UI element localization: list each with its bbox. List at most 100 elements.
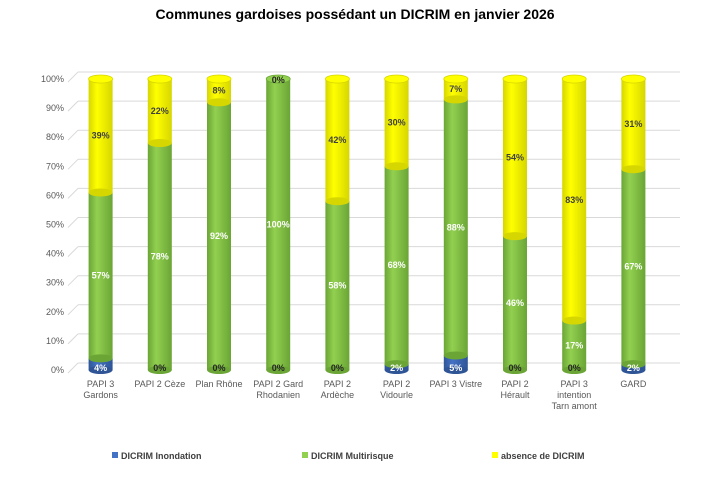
bar-segment-absence-de-dicrim	[443, 79, 468, 100]
data-label: 22%	[151, 106, 169, 116]
bar-segment-absence-de-dicrim	[562, 79, 587, 321]
data-label: 0%	[272, 75, 285, 85]
bar-top-cap	[88, 74, 113, 84]
y-tick-label: 10%	[46, 336, 64, 346]
category-label: PAPI 2	[324, 379, 351, 389]
data-label: 57%	[92, 270, 110, 280]
gridline-depth	[67, 158, 79, 170]
data-label: 0%	[508, 363, 521, 373]
category-label: PAPI 3	[561, 379, 588, 389]
chart-title: Communes gardoises possédant un DICRIM e…	[155, 6, 554, 22]
legend-label: DICRIM Multirisque	[311, 451, 394, 461]
data-label: 8%	[212, 86, 225, 96]
data-label: 58%	[328, 281, 346, 291]
bar-top-cap	[561, 74, 587, 84]
bar-segment-base	[147, 139, 172, 148]
gridline-depth	[67, 129, 79, 141]
data-label: 88%	[447, 222, 465, 232]
gridline-depth	[67, 100, 79, 112]
bar-segment-dicrim-multirisque	[384, 166, 409, 365]
data-label: 39%	[92, 131, 110, 141]
data-label: 67%	[624, 262, 642, 272]
category-label: Plan Rhône	[195, 379, 242, 389]
bar-segment-base	[621, 360, 646, 369]
data-label: 0%	[331, 363, 344, 373]
x-axis-labels: PAPI 3 Gardons PAPI 2 Cèze Plan Rhône PAPI 2…	[83, 379, 647, 411]
y-axis-ticks: 0% 10% 20% 30% 40% 50% 60% 70% 80% 90% 100%	[41, 74, 64, 375]
y-tick-label: 90%	[46, 103, 64, 113]
legend-swatch	[302, 452, 308, 458]
bar-segment-absence-de-dicrim	[207, 79, 231, 103]
bar-segment-dicrim-multirisque	[88, 192, 113, 359]
category-label: PAPI 2 Cèze	[134, 379, 185, 389]
gridline-depth	[67, 71, 79, 83]
data-label: 31%	[624, 119, 642, 129]
category-label: Tarn amont	[552, 401, 598, 411]
bar-segment-dicrim-multirisque	[207, 102, 231, 370]
category-label: PAPI 2	[383, 379, 410, 389]
category-label: Rhodanien	[256, 390, 300, 400]
bar-segment-dicrim-multirisque	[266, 79, 291, 370]
data-label: 7%	[449, 84, 462, 94]
data-label: 83%	[565, 195, 583, 205]
bar-segment-absence-de-dicrim	[325, 79, 350, 202]
legend-swatch	[112, 452, 118, 458]
bar-segment-base	[88, 188, 113, 197]
bar-segment-base	[384, 366, 409, 374]
category-label: PAPI 2 Gard	[253, 379, 303, 389]
y-tick-label: 100%	[41, 74, 64, 84]
bar-segment-absence-de-dicrim	[503, 79, 527, 237]
data-label: 42%	[328, 135, 346, 145]
bar-top-cap	[265, 74, 291, 84]
bar-segment-base	[443, 351, 468, 360]
bar-segment-base	[384, 162, 409, 171]
bar-segment-base	[325, 366, 350, 374]
bar-segment-dicrim-multirisque	[443, 99, 468, 356]
data-label: 100%	[267, 220, 290, 230]
bar-segment-dicrim-multirisque	[325, 201, 350, 370]
category-label: Vidourle	[380, 390, 413, 400]
bar-segment-dicrim-multirisque	[621, 169, 646, 365]
category-label: Ardèche	[321, 390, 355, 400]
bar-segment-absence-de-dicrim	[621, 79, 646, 170]
y-tick-label: 50%	[46, 220, 64, 230]
bar-segment-base	[384, 360, 409, 369]
category-label: Hérault	[500, 390, 530, 400]
bar-segment-dicrim-multirisque	[147, 143, 172, 370]
bar-top-cap	[621, 74, 646, 84]
bar-segment-base	[325, 197, 350, 206]
legend-label: absence de DICRIM	[501, 451, 585, 461]
bar-segment-base	[443, 366, 468, 374]
gridline-depth	[67, 275, 79, 287]
bar-segment-base	[562, 366, 587, 374]
bar-segment-base	[88, 366, 113, 374]
data-label: 78%	[151, 252, 169, 262]
bar-segment-base	[207, 366, 231, 374]
category-label: PAPI 3 Vistre	[429, 379, 482, 389]
category-label: intention	[557, 390, 591, 400]
data-label: 54%	[506, 153, 524, 163]
category-label: GARD	[620, 379, 647, 389]
bar-segment-absence-de-dicrim	[88, 79, 113, 193]
bar-top-cap	[443, 74, 469, 84]
data-label: 68%	[388, 260, 406, 270]
bar-top-cap	[384, 74, 410, 84]
bars: 4% 57% 39% 0% 78% 22% 0% 92% 8% 0% 100% 0% 0% 58% 42% 2…	[88, 74, 646, 374]
data-label: 0%	[272, 363, 285, 373]
data-label: 5%	[449, 363, 462, 373]
category-label: Gardons	[83, 390, 118, 400]
bar-segment-base	[443, 95, 468, 104]
data-label: 4%	[94, 363, 107, 373]
bar-segment-dicrim-inondation	[88, 358, 113, 370]
bar-segment-dicrim-inondation	[443, 355, 468, 370]
bar-segment-base	[562, 316, 587, 325]
y-tick-label: 70%	[46, 161, 64, 171]
gridline-depth	[67, 188, 79, 199]
category-label: PAPI 2	[501, 379, 528, 389]
gridline-depth	[67, 304, 79, 316]
bar-segment-base	[621, 366, 646, 374]
data-label: 0%	[568, 363, 581, 373]
bar-segment-base	[503, 366, 527, 374]
bar-segment-base	[621, 165, 646, 174]
